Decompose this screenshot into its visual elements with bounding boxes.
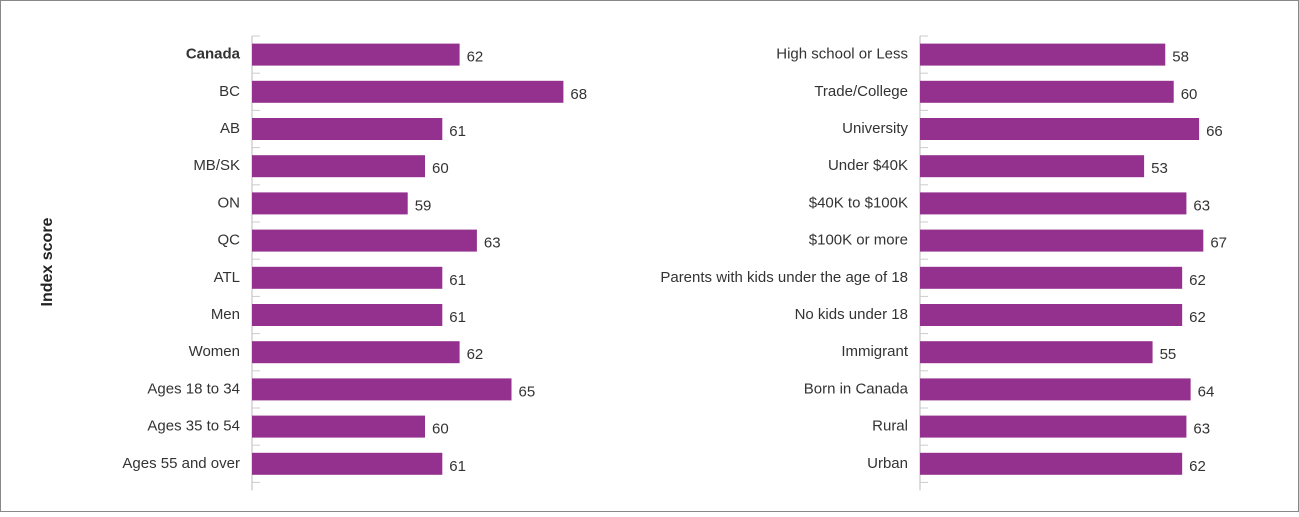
category-label: $40K to $100K [809,194,908,211]
bar [252,341,460,364]
value-label: 66 [1206,123,1223,140]
category-label: MB/SK [193,157,240,174]
category-label: Urban [867,455,908,472]
bar [920,192,1187,215]
bar [920,155,1145,178]
value-label: 61 [449,309,466,326]
value-label: 60 [432,421,449,438]
value-label: 68 [570,86,587,103]
bar [252,229,477,252]
bar [920,415,1187,438]
bar [920,266,1183,289]
value-label: 63 [484,235,501,252]
bar [920,378,1191,401]
bar [252,415,425,438]
category-label: AB [220,120,240,137]
value-label: 65 [519,383,536,400]
category-label: Ages 35 to 54 [147,418,240,435]
category-label: ON [218,194,241,211]
value-label: 55 [1160,346,1177,363]
category-label: Men [211,306,240,323]
category-label: Women [189,343,240,360]
category-label: University [842,120,908,137]
bar [252,304,443,326]
bar [252,43,460,66]
value-label: 62 [467,49,484,66]
value-label: 60 [1181,86,1198,103]
value-label: 61 [449,458,466,475]
value-label: 67 [1210,235,1227,252]
category-label: Parents with kids under the age of 18 [660,269,908,286]
y-axis-label: Index score [39,217,56,306]
bar [252,266,443,289]
bar [252,192,408,215]
value-label: 62 [1189,272,1206,289]
bar [920,229,1204,252]
category-label: ATL [214,269,240,286]
category-label: Ages 18 to 34 [147,380,240,397]
bar [920,80,1174,103]
category-label: BC [219,83,240,100]
category-label: Canada [186,46,241,63]
bar [920,118,1200,140]
category-label: No kids under 18 [795,306,908,323]
value-label: 53 [1151,160,1168,177]
category-label: Under $40K [828,157,908,174]
category-label: QC [218,232,241,249]
value-label: 61 [449,272,466,289]
value-label: 63 [1193,421,1210,438]
category-label: High school or Less [776,46,908,63]
bar [920,43,1166,66]
category-label: $100K or more [809,232,908,249]
value-label: 59 [415,197,432,214]
value-label: 64 [1198,383,1215,400]
value-label: 62 [1189,458,1206,475]
category-label: Ages 55 and over [122,455,240,472]
value-label: 63 [1193,197,1210,214]
category-label: Born in Canada [804,380,909,397]
bar [252,155,425,178]
category-label: Rural [872,418,908,435]
value-label: 62 [467,346,484,363]
bar [920,452,1183,475]
category-label: Immigrant [841,343,909,360]
value-label: 58 [1172,49,1189,66]
category-label: Trade/College [814,83,908,100]
bar [920,341,1153,364]
bar [252,80,564,103]
bar [252,118,443,140]
bar [252,452,443,475]
value-label: 62 [1189,309,1206,326]
bar [920,304,1183,326]
value-label: 60 [432,160,449,177]
bar [252,378,512,401]
value-label: 61 [449,123,466,140]
